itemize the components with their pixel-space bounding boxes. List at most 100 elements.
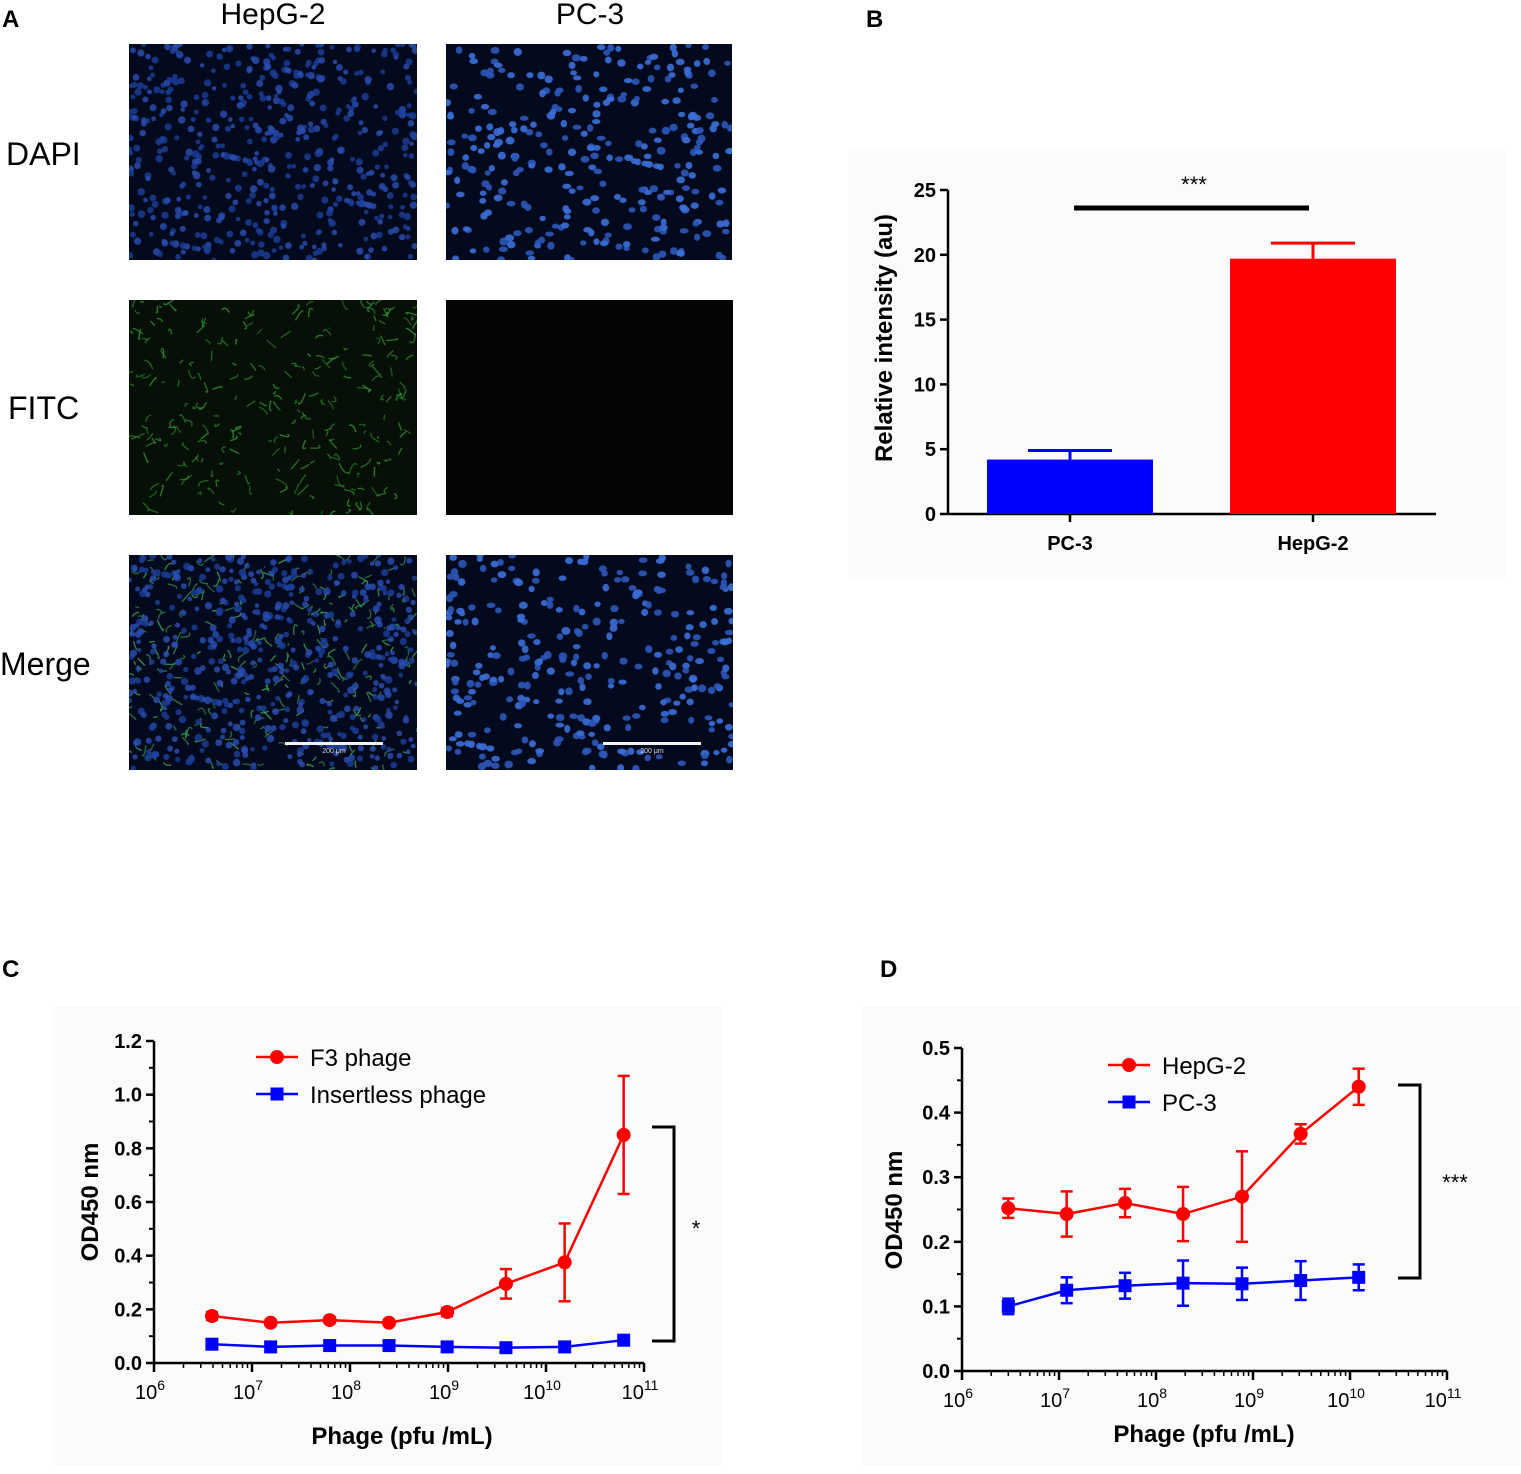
micrograph-background xyxy=(446,555,733,770)
chart-d-legend-label-1: PC-3 xyxy=(1162,1090,1217,1117)
micrograph-texture xyxy=(129,300,417,515)
chart-c-significance-bracket xyxy=(652,1125,676,1343)
chart-d-point-1 xyxy=(1235,1277,1249,1291)
chart-b-ytick-label: 10 xyxy=(914,374,936,396)
chart-d-svg: OD450 nm Phage (pfu /mL) *** HepG-2 PC-3… xyxy=(881,1038,1468,1448)
chart-c-ytick-label: 0.4 xyxy=(114,1246,143,1268)
chart-d-point-0 xyxy=(1293,1126,1308,1141)
chart-d-background xyxy=(862,1006,1520,1466)
micrograph-hepg2-merge xyxy=(129,555,417,770)
micro-svg xyxy=(129,555,417,770)
chart-b-bar-PC-3 xyxy=(987,459,1153,514)
chart-b-ytick-label: 5 xyxy=(925,439,936,461)
chart-d-legend-marker-1 xyxy=(1122,1095,1136,1109)
chart-d-point-1 xyxy=(1176,1276,1190,1290)
chart-c-background xyxy=(52,1006,722,1466)
micrograph-pc3-fitc xyxy=(446,300,733,515)
scale-bar-pc3 xyxy=(603,742,701,745)
chart-d-xtick-label: 106 xyxy=(943,1385,973,1412)
chart-d-xtick-label: 107 xyxy=(1040,1385,1070,1412)
chart-b-ytick-label: 0 xyxy=(925,504,936,526)
chart-c-legend-label-0: F3 phage xyxy=(310,1045,411,1072)
micrograph-pc3-merge xyxy=(446,555,733,770)
chart-d-point-1 xyxy=(1060,1283,1074,1297)
chart-d-legend-label-0: HepG-2 xyxy=(1162,1053,1246,1080)
chart-c-point-0 xyxy=(498,1276,513,1291)
chart-c-point-1 xyxy=(617,1333,631,1347)
chart-b-background xyxy=(848,148,1506,580)
chart-c-series-line-0 xyxy=(211,1134,625,1325)
chart-b-ytick-label: 20 xyxy=(914,245,936,267)
panel-b-letter: B xyxy=(866,6,884,33)
scale-bar-hepg2 xyxy=(285,742,383,745)
chart-c-point-1 xyxy=(264,1340,278,1354)
row-label-fitc: FITC xyxy=(8,390,80,426)
chart-d-ytick-label: 0.4 xyxy=(922,1103,951,1125)
chart-c-point-1 xyxy=(323,1339,337,1353)
row-label-dapi: DAPI xyxy=(6,136,81,172)
micro-svg xyxy=(446,44,732,260)
chart-c-xtick-label: 106 xyxy=(135,1377,165,1404)
chart-d-point-0 xyxy=(1234,1189,1249,1204)
chart-d-point-0 xyxy=(1059,1207,1074,1222)
micrograph-texture xyxy=(129,44,417,260)
chart-c-point-0 xyxy=(616,1127,631,1142)
chart-c-point-0 xyxy=(263,1315,278,1330)
col-header-pc3: PC-3 xyxy=(555,0,625,31)
chart-d-point-0 xyxy=(1176,1207,1191,1222)
chart-c-point-0 xyxy=(381,1315,396,1330)
micrograph-texture xyxy=(446,555,733,770)
chart-b-xtick-label: HepG-2 xyxy=(1277,533,1348,555)
micrograph-background xyxy=(446,44,732,260)
chart-c-legend-label-1: Insertless phage xyxy=(310,1082,486,1109)
scale-bar-label-pc3: 200 μm xyxy=(640,748,664,755)
chart-c-significance: * xyxy=(692,1216,701,1241)
chart-d-point-1 xyxy=(1118,1279,1132,1293)
chart-b-xtick-label: PC-3 xyxy=(1047,533,1093,555)
chart-d-ylabel: OD450 nm xyxy=(881,1151,908,1270)
micrograph-texture xyxy=(446,44,732,260)
chart-c-ytick-label: 1.0 xyxy=(114,1085,142,1107)
chart-c-point-0 xyxy=(322,1313,337,1328)
chart-b-ylabel: Relative intensity (au) xyxy=(871,214,898,462)
micrograph-hepg2-dapi xyxy=(129,44,417,260)
chart-c-xtick-label: 107 xyxy=(233,1377,263,1404)
chart-c-ytick-label: 0.6 xyxy=(114,1192,142,1214)
chart-c-point-1 xyxy=(558,1340,572,1354)
chart-d-ytick-label: 0.2 xyxy=(922,1232,950,1254)
chart-c-svg: OD450 nm Phage (pfu /mL) * F3 phage Inse… xyxy=(77,1031,701,1450)
panel-c-letter: C xyxy=(2,956,20,983)
chart-c-ytick-label: 0.2 xyxy=(114,1299,142,1321)
micrograph-hepg2-fitc xyxy=(129,300,417,515)
chart-d-ytick-label: 0.3 xyxy=(922,1167,950,1189)
chart-c: OD450 nm Phage (pfu /mL) * F3 phage Inse… xyxy=(52,1006,722,1466)
chart-c-point-1 xyxy=(499,1341,513,1355)
chart-d-xtick-label: 1010 xyxy=(1327,1385,1365,1412)
chart-d: OD450 nm Phage (pfu /mL) *** HepG-2 PC-3… xyxy=(862,1006,1520,1466)
micrograph-background xyxy=(129,300,417,515)
chart-c-point-0 xyxy=(440,1305,455,1320)
micrograph-background xyxy=(446,300,733,515)
chart-d-xtick-label: 1011 xyxy=(1425,1385,1462,1412)
chart-c-legend-marker-0 xyxy=(270,1050,284,1064)
chart-d-xtick-label: 109 xyxy=(1234,1385,1264,1412)
chart-c-series-line-1 xyxy=(211,1338,624,1349)
chart-c-xtick-label: 109 xyxy=(429,1377,459,1404)
chart-c-ytick-label: 1.2 xyxy=(114,1031,142,1053)
chart-d-significance: *** xyxy=(1442,1170,1468,1195)
chart-d-ytick-label: 0.5 xyxy=(922,1038,950,1060)
row-label-merge: Merge xyxy=(0,646,91,682)
panel-d-letter: D xyxy=(880,956,898,983)
chart-b-bar-HepG-2 xyxy=(1230,258,1396,514)
chart-c-point-0 xyxy=(557,1255,572,1270)
chart-d-ytick-label: 0.0 xyxy=(922,1361,950,1383)
chart-c-ytick-label: 0.8 xyxy=(114,1138,142,1160)
micrograph-pc3-dapi xyxy=(446,44,732,260)
chart-d-ytick-label: 0.1 xyxy=(922,1296,950,1318)
chart-c-point-1 xyxy=(205,1337,219,1351)
chart-c-ylabel: OD450 nm xyxy=(77,1143,104,1262)
chart-d-point-1 xyxy=(1294,1274,1308,1288)
chart-c-point-1 xyxy=(440,1340,454,1354)
chart-c-point-1 xyxy=(382,1339,396,1353)
chart-c-point-0 xyxy=(204,1309,219,1324)
